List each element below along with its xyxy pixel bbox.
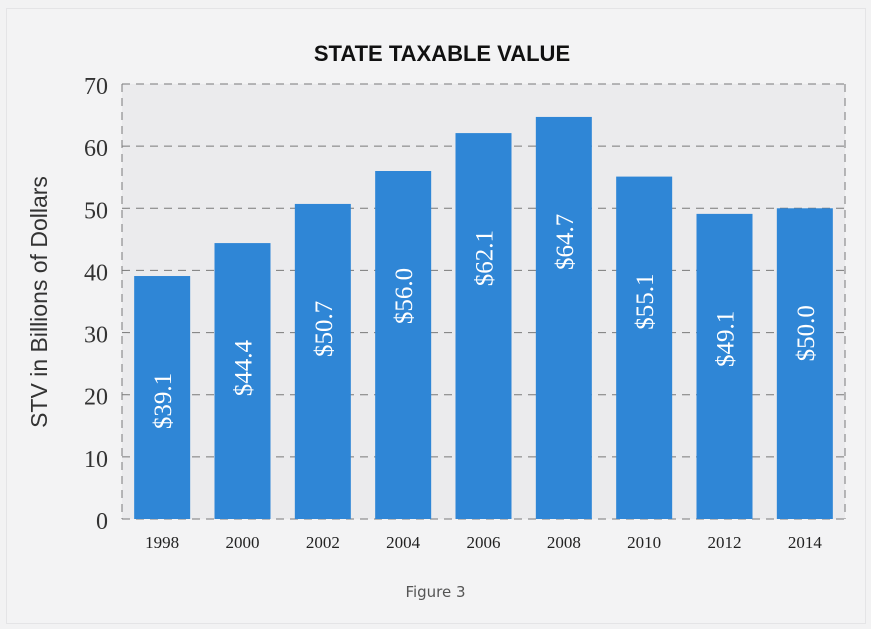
bar bbox=[455, 133, 512, 520]
y-tick-label: 40 bbox=[84, 260, 108, 286]
x-tick-label: 2000 bbox=[226, 533, 260, 552]
bar bbox=[776, 208, 833, 520]
y-tick-label: 60 bbox=[84, 136, 108, 162]
x-tick-label: 2012 bbox=[708, 533, 742, 552]
y-tick-label: 20 bbox=[84, 385, 108, 411]
figure-caption: Figure 3 bbox=[405, 583, 466, 601]
x-tick-label: 2006 bbox=[467, 533, 501, 552]
bar bbox=[616, 176, 673, 520]
y-axis-label: STV in Billions of Dollars bbox=[26, 176, 52, 428]
bar bbox=[134, 276, 191, 519]
bar-data-label: $64.7 bbox=[552, 214, 579, 270]
y-tick-label: 10 bbox=[84, 447, 108, 473]
bar-data-label: $55.1 bbox=[632, 273, 659, 329]
y-tick-label: 70 bbox=[84, 74, 108, 100]
y-tick-label: 0 bbox=[96, 509, 108, 535]
x-tick-label: 2014 bbox=[788, 533, 823, 552]
bar bbox=[375, 171, 432, 519]
x-tick-label: 2008 bbox=[547, 533, 581, 552]
bar bbox=[696, 213, 753, 519]
x-tick-label: 1998 bbox=[145, 533, 179, 552]
bar-data-label: $39.1 bbox=[150, 373, 177, 429]
chart-title: STATE TAXABLE VALUE bbox=[314, 41, 570, 66]
y-tick-label: 30 bbox=[84, 323, 108, 349]
bar bbox=[535, 116, 592, 519]
plot-area: 0 10 20 30 40 50 60 70 1998 $39.1 2000 $44.4 2002 $50… bbox=[84, 74, 846, 552]
y-tick-label: 50 bbox=[84, 198, 108, 224]
x-tick-label: 2010 bbox=[627, 533, 661, 552]
bar-data-label: $56.0 bbox=[391, 268, 418, 324]
x-tick-label: 2004 bbox=[386, 533, 421, 552]
bar-data-label: $62.1 bbox=[472, 230, 499, 286]
bar-data-label: $50.7 bbox=[311, 301, 338, 357]
bar-data-label: $44.4 bbox=[231, 339, 258, 396]
bar bbox=[214, 243, 271, 520]
bar-data-label: $50.0 bbox=[793, 305, 820, 361]
bar bbox=[294, 203, 351, 519]
x-tick-label: 2002 bbox=[306, 533, 340, 552]
bar-data-label: $49.1 bbox=[713, 311, 740, 367]
